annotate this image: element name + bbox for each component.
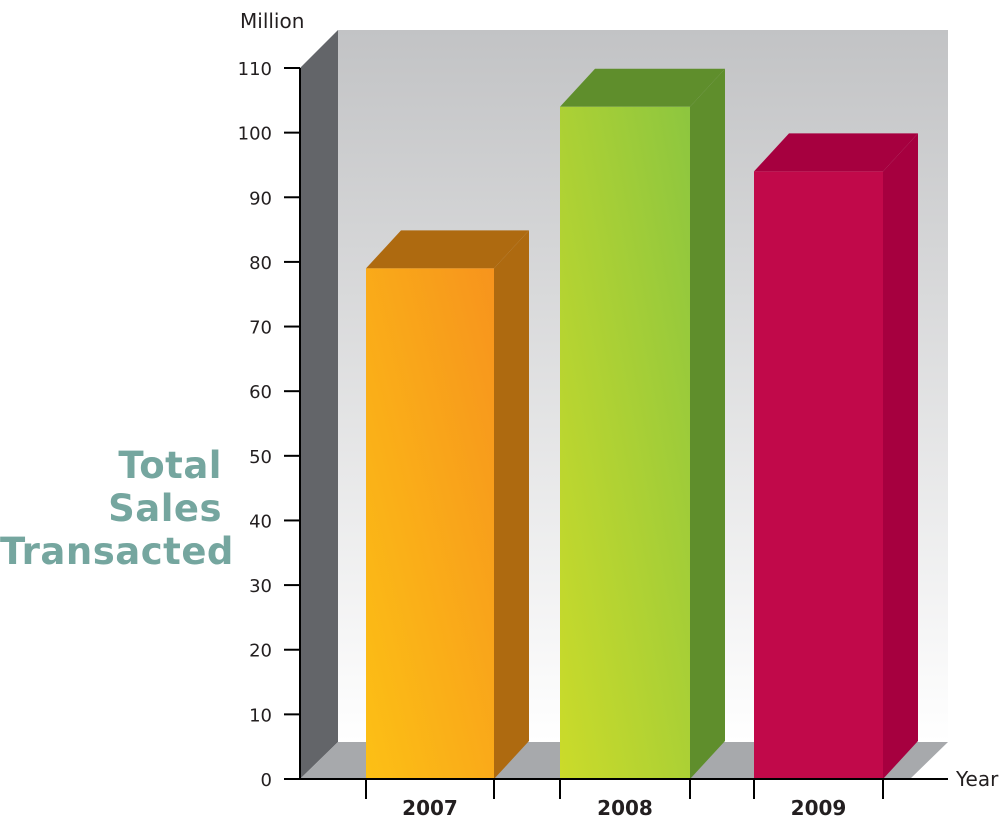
bar-front-2008 xyxy=(560,106,690,780)
y-tick-label: 100 xyxy=(238,124,272,145)
bar-2009 xyxy=(754,133,918,779)
bars-group xyxy=(366,68,918,780)
side-title-line2: Transacted xyxy=(0,530,234,573)
y-axis-label: Million xyxy=(240,9,304,33)
y-tick-label: 10 xyxy=(249,705,272,726)
x-axis-label: Year xyxy=(955,767,999,791)
y-tick-label: 60 xyxy=(249,382,272,403)
y-tick-label: 110 xyxy=(238,59,272,80)
y-tick-label: 80 xyxy=(249,253,272,274)
y-tick-label: 20 xyxy=(249,641,272,662)
bar-top-2007 xyxy=(366,230,529,269)
y-tick-label: 70 xyxy=(249,318,272,339)
bar-2007 xyxy=(366,230,529,779)
y-tick-label: 40 xyxy=(249,511,272,532)
y-tick-label: 0 xyxy=(261,770,272,791)
x-tick-label-2008: 2008 xyxy=(597,796,653,820)
y-tick-label: 50 xyxy=(249,447,272,468)
bar-front-2009 xyxy=(754,171,883,779)
left-wall xyxy=(300,30,338,779)
bar-front-2007 xyxy=(366,268,494,779)
axes-group: 0 10 20 30 40 50 60 70 80 90 100 110 2007 2008 2009 xyxy=(238,59,948,820)
bar-top-2008 xyxy=(560,68,725,107)
x-tick-label-2007: 2007 xyxy=(402,796,458,820)
bar-side-2007 xyxy=(494,230,529,779)
bar-2008 xyxy=(560,68,725,780)
bar-top-2009 xyxy=(754,133,918,172)
bar-side-2009 xyxy=(883,133,918,779)
y-tick-label: 90 xyxy=(249,188,272,209)
bar-side-2008 xyxy=(690,68,725,780)
x-tick-label-2009: 2009 xyxy=(791,796,847,820)
side-title: Total Sales Transacted xyxy=(0,444,234,573)
side-title-line1: Total Sales xyxy=(108,444,222,530)
y-tick-label: 30 xyxy=(249,576,272,597)
